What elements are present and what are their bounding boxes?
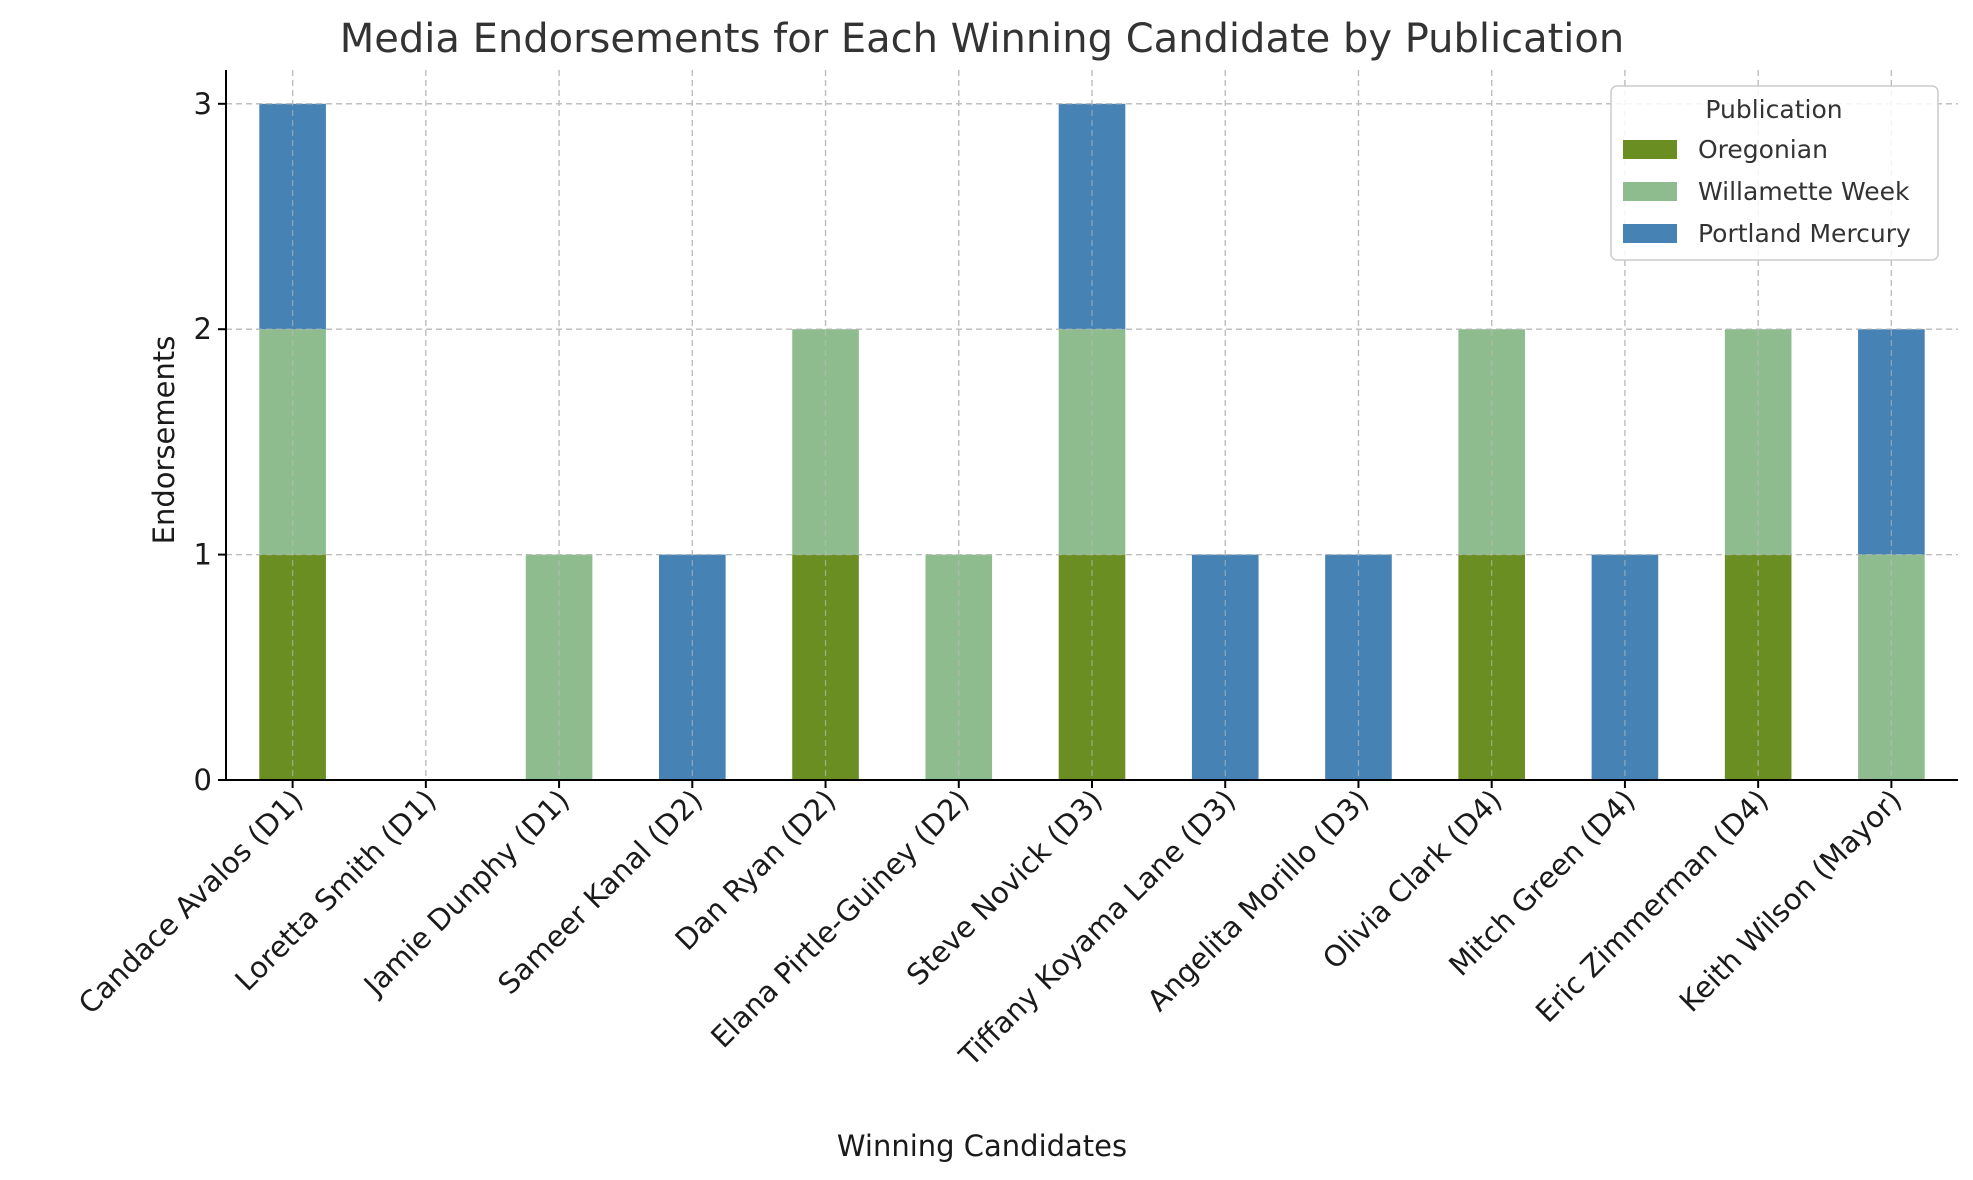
- bar-segment: [925, 554, 993, 780]
- x-tick-label: Tiffany Koyama Lane (D3): [952, 783, 1242, 1073]
- y-tick-label: 3: [194, 87, 212, 121]
- x-axis-title: Winning Candidates: [837, 1129, 1127, 1163]
- legend-label: Willamette Week: [1698, 177, 1910, 206]
- x-tick-label: Elana Pirtle-Guiney (D2): [704, 783, 976, 1055]
- y-tick-label: 0: [194, 763, 212, 797]
- legend-swatch: [1623, 140, 1677, 159]
- bar-segment: [792, 554, 859, 780]
- x-tick-label: Candace Avalos (D1): [72, 783, 310, 1021]
- chart-title: Media Endorsements for Each Winning Cand…: [340, 16, 1625, 62]
- x-tick-label: Keith Wilson (Mayor): [1673, 783, 1909, 1019]
- legend-items: Oregonian Willamette Week Portland Mercury: [1623, 135, 1911, 248]
- y-tick-label: 2: [194, 312, 212, 346]
- bars-layer: [226, 70, 1958, 780]
- bar-segment: [1858, 554, 1925, 780]
- legend-box: [1610, 85, 1939, 261]
- legend-swatch: [1623, 224, 1677, 243]
- legend-swatch: [1623, 182, 1677, 201]
- bar-segment: [525, 554, 593, 780]
- bar-segment: [659, 554, 726, 780]
- bar-segment: [1058, 554, 1126, 780]
- legend-title: Publication: [1705, 95, 1842, 124]
- legend-label: Portland Mercury: [1698, 219, 1911, 248]
- x-tick-label: Eric Zimmerman (D4): [1529, 783, 1775, 1029]
- y-tick-label: 1: [194, 538, 212, 572]
- legend-label: Oregonian: [1698, 135, 1828, 164]
- bar-segment: [1724, 554, 1792, 780]
- y-axis-title: Endorsements: [147, 336, 181, 545]
- legend: Publication Oregonian Willamette Week Port…: [1610, 85, 1939, 261]
- bar-segment: [1458, 554, 1525, 780]
- bar-segment: [1325, 554, 1392, 780]
- bar-segment: [1591, 554, 1659, 780]
- bar-segment: [259, 554, 326, 780]
- bar-segment: [1191, 554, 1259, 780]
- x-tick-label: Angelita Morillo (D3): [1141, 783, 1376, 1018]
